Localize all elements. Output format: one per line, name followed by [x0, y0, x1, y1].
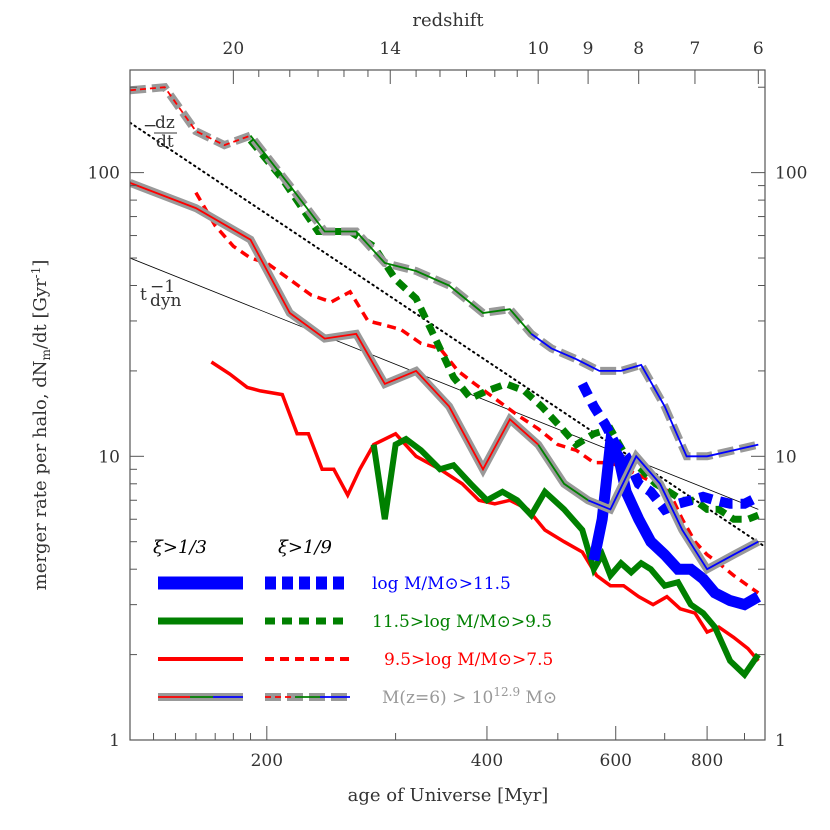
dzdt-annotation: − dz dt [143, 113, 177, 152]
x-axis-label: age of Universe [Myr] [348, 785, 549, 806]
legend-label-gray: M(z=6) > 1012.9 M⊙ [382, 685, 557, 708]
tdyn-subscript: dyn [150, 291, 181, 311]
top-tick-label: 6 [753, 39, 764, 59]
series-line-12 [249, 135, 532, 335]
series-line-0 [210, 360, 760, 663]
dzdt-numerator: dz [155, 113, 175, 133]
top-tick-label: 9 [583, 39, 594, 59]
legend-label-green: 11.5>log M/M⊙>9.5 [372, 612, 552, 632]
tdyn-annotation: t −1 dyn [140, 277, 181, 311]
top-tick-label: 7 [690, 39, 701, 59]
y-tick-label-right: 10 [775, 447, 797, 467]
tdyn-superscript: −1 [150, 277, 175, 297]
legend-label-blue: log M/M⊙>11.5 [372, 574, 511, 594]
series-line-11 [130, 86, 251, 147]
y-axis-label: merger rate per halo, dNm/dt [Gyr-1] [29, 260, 53, 591]
legend: ξ>1/3 ξ>1/9 log M/M⊙>11.5 11.5>log M/M⊙>… [153, 537, 557, 708]
dzdt-denominator: dt [156, 132, 174, 152]
series-line-7 [130, 182, 539, 472]
x-tick-label: 600 [600, 751, 632, 771]
x-tick-label: 800 [691, 751, 723, 771]
top-tick-label: 8 [633, 39, 644, 59]
y-tick-label: 1 [109, 731, 120, 751]
series-line-3 [247, 138, 760, 523]
reference-line-dzdt [130, 121, 765, 548]
top-tick-label: 14 [379, 39, 401, 59]
x-tick-label: 400 [471, 751, 503, 771]
y-tick-label: 10 [98, 447, 120, 467]
y-tick-label-right: 100 [775, 164, 807, 184]
y-tick-label-right: 1 [775, 731, 786, 751]
legend-header-1-9: ξ>1/9 [278, 537, 332, 558]
tdyn-base: t [140, 285, 147, 305]
reference-line-tdyn [130, 257, 759, 510]
top-tick-label: 20 [223, 39, 245, 59]
series-line-9 [587, 454, 759, 571]
y-tick-label: 100 [88, 164, 120, 184]
series-line-13 [530, 333, 759, 458]
legend-label-red: 9.5>log M/M⊙>7.5 [384, 650, 553, 670]
top-tick-label: 10 [527, 39, 549, 59]
legend-header-1-3: ξ>1/3 [153, 537, 207, 558]
plot-frame [129, 69, 766, 741]
top-axis-label: redshift [412, 10, 484, 31]
series-line-5 [577, 381, 761, 516]
x-tick-label: 200 [251, 751, 283, 771]
series-line-2 [370, 435, 761, 680]
series-line-8 [537, 444, 589, 502]
dzdt-minus: − [143, 116, 157, 136]
series-line-1 [194, 191, 760, 595]
